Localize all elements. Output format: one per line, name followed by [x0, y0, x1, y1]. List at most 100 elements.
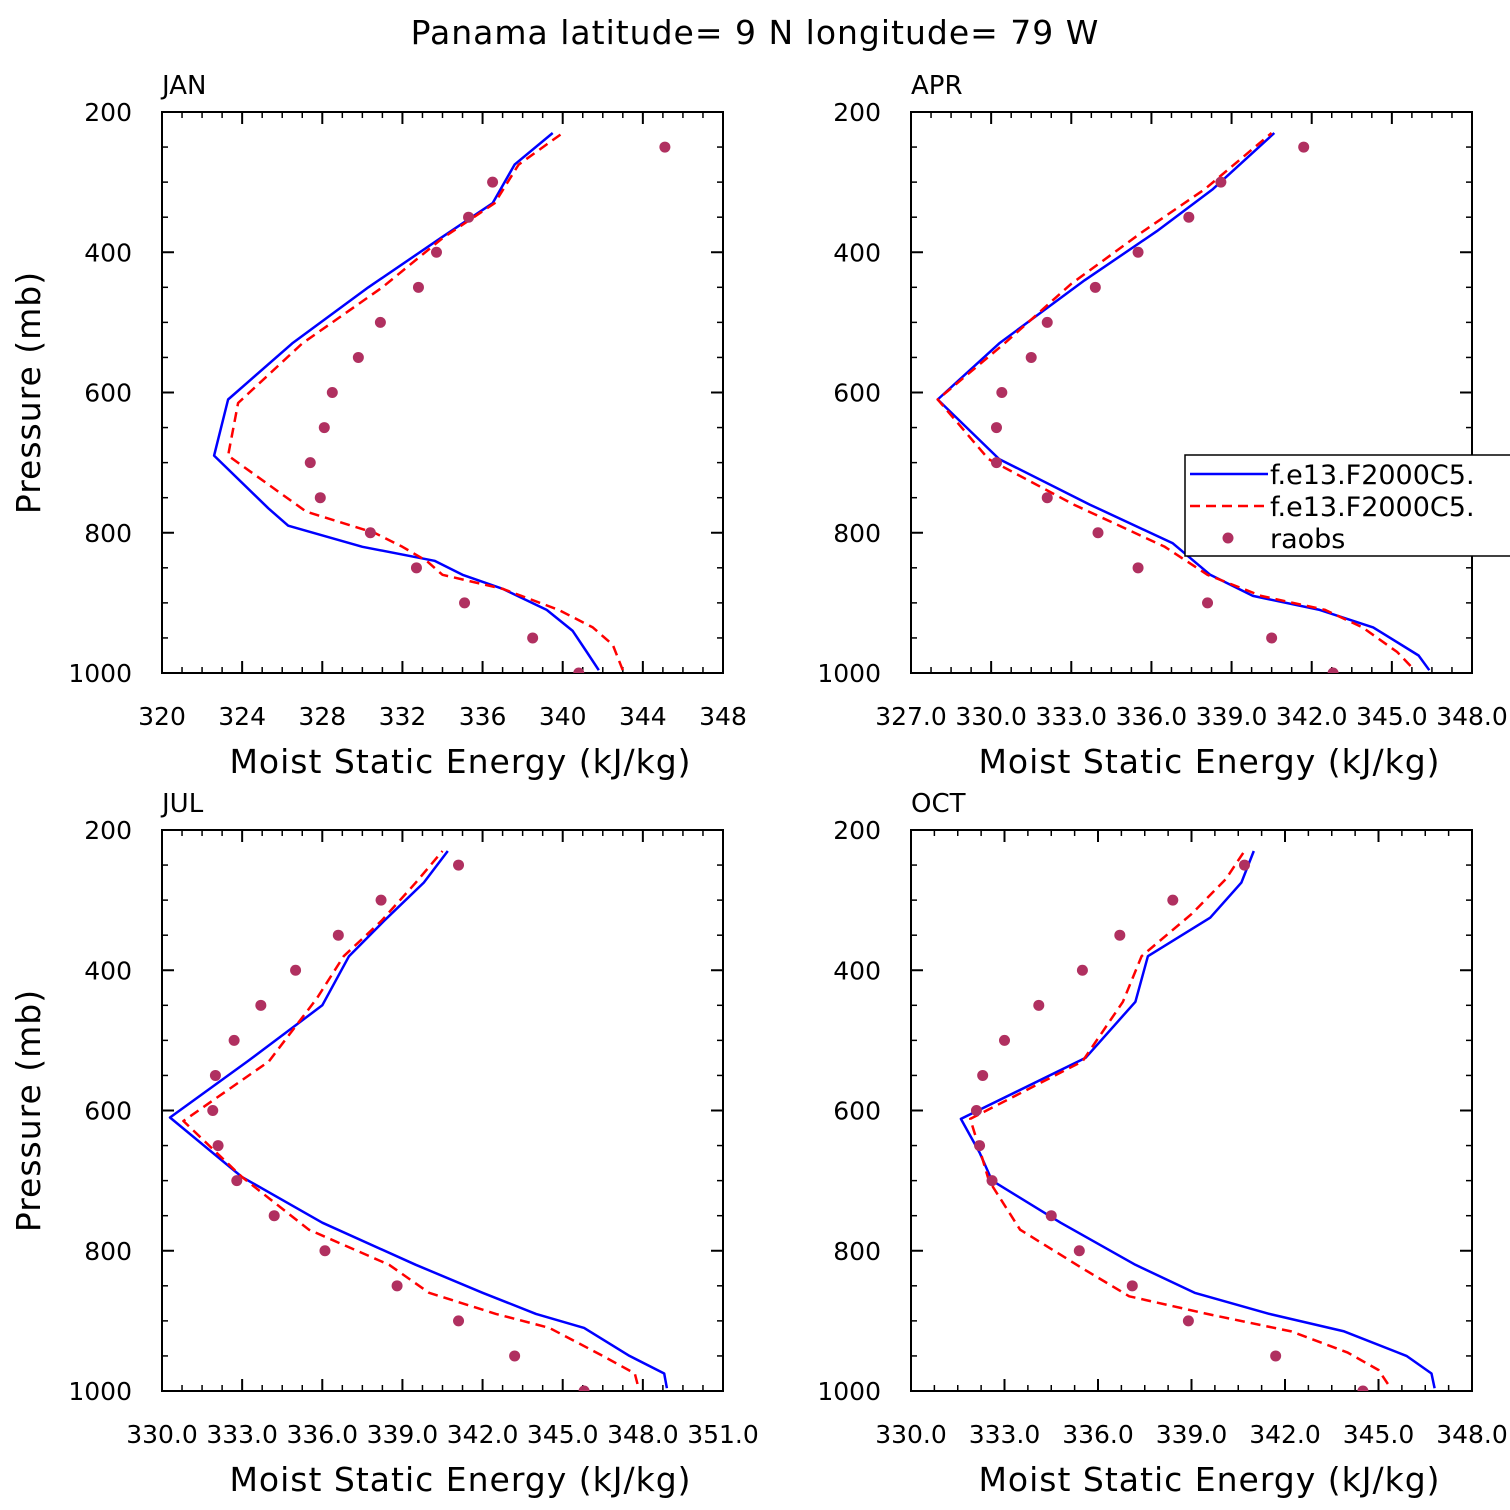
raobs-point — [326, 387, 338, 398]
raobs-point — [1073, 1245, 1085, 1257]
raobs-point — [268, 1210, 280, 1222]
x-tick-label: 336.0 — [1062, 1420, 1134, 1449]
y-tick-label: 1000 — [68, 1377, 132, 1406]
raobs-point — [1089, 281, 1101, 293]
series-group — [959, 850, 1436, 1391]
raobs-point — [212, 1140, 224, 1152]
raobs-point — [207, 1105, 219, 1116]
x-tick-label: 348.0 — [1436, 702, 1508, 731]
raobs-point — [1041, 316, 1053, 328]
x-tick-label: 324 — [218, 702, 266, 731]
raobs-point — [228, 1034, 240, 1046]
raobs-point — [1298, 141, 1310, 153]
raobs-point — [990, 422, 1002, 434]
raobs-point — [1076, 964, 1088, 976]
raobs-point — [1357, 1385, 1369, 1391]
legend: f.e13.F2000C5.f.e13.F2000C5.raobs — [1184, 454, 1510, 557]
x-tick-label: 333.0 — [1035, 702, 1107, 731]
raobs-point — [1202, 597, 1214, 609]
chart-panel-jul: 330.0 333.0 336.0 339.0 342.0 345.0 348.0 351.0… — [9, 789, 759, 1499]
raobs-point — [375, 894, 387, 906]
raobs-point — [1266, 632, 1278, 644]
y-tick-label: 800 — [84, 519, 132, 548]
raobs-point — [459, 597, 471, 609]
raobs-point — [410, 562, 422, 574]
x-tick-label: 332 — [379, 702, 427, 731]
panel-label: JAN — [160, 71, 206, 101]
y-tick-label: 200 — [833, 98, 881, 127]
raobs-point — [986, 1175, 998, 1187]
x-tick-label: 348 — [699, 702, 747, 731]
raobs-point — [1025, 351, 1037, 363]
raobs-point — [304, 457, 316, 469]
raobs-point — [1114, 929, 1126, 941]
x-tick-label: 345.0 — [1343, 1420, 1415, 1449]
x-tick-label: 342.0 — [447, 1420, 519, 1449]
model-line-solid — [936, 132, 1431, 671]
raobs-point — [977, 1069, 989, 1081]
raobs-point — [1182, 1315, 1194, 1327]
legend-entry: f.e13.F2000C5. — [1270, 492, 1475, 523]
x-tick-label: 345.0 — [527, 1420, 599, 1449]
raobs-point — [430, 246, 442, 258]
x-tick-label: 333.0 — [969, 1420, 1041, 1449]
model-line-solid — [959, 850, 1436, 1389]
y-tick-label: 600 — [84, 1097, 132, 1126]
raobs-point — [1270, 1350, 1282, 1362]
chart-panel-apr: 327.0 330.0 333.0 336.0 339.0 342.0 345.0 348.0… — [817, 71, 1510, 781]
raobs-point — [209, 1069, 221, 1081]
y-axis-title: Pressure (mb) — [9, 989, 48, 1232]
x-tick-label: 330.0 — [875, 1420, 947, 1449]
y-tick-label: 600 — [833, 1097, 881, 1126]
raobs-point — [374, 316, 386, 328]
raobs-point — [1033, 999, 1045, 1011]
raobs-point — [318, 422, 330, 434]
series-group — [936, 132, 1431, 673]
raobs-point — [1215, 176, 1227, 188]
raobs-point — [999, 1034, 1010, 1046]
x-tick-label: 348.0 — [1436, 1420, 1508, 1449]
raobs-point — [996, 387, 1008, 398]
y-tick-label: 200 — [84, 816, 132, 845]
x-tick-label: 330.0 — [126, 1420, 198, 1449]
raobs-point — [1132, 562, 1144, 574]
x-tick-label: 348.0 — [607, 1420, 679, 1449]
y-tick-label: 1000 — [817, 659, 881, 688]
x-tick-label: 336.0 — [286, 1420, 358, 1449]
legend-marker — [1222, 532, 1234, 544]
plot-frame — [910, 111, 1473, 674]
y-tick-label: 1000 — [817, 1377, 881, 1406]
x-tick-label: 320 — [138, 702, 186, 731]
raobs-point — [527, 632, 539, 644]
model-line-solid — [168, 850, 669, 1389]
model-line-dashed — [182, 850, 639, 1385]
raobs-point — [1238, 859, 1250, 871]
y-tick-label: 800 — [833, 519, 881, 548]
chart-panel-oct: 330.0 333.0 336.0 339.0 342.0 345.0 348.0 200 40… — [817, 789, 1507, 1499]
raobs-point — [1041, 492, 1053, 504]
x-axis-title: Moist Static Energy (kJ/kg) — [229, 742, 691, 781]
raobs-point — [990, 457, 1002, 469]
series-group — [212, 131, 671, 673]
y-tick-label: 600 — [833, 379, 881, 408]
model-line-dashed — [968, 850, 1389, 1385]
y-tick-label: 600 — [84, 379, 132, 408]
raobs-point — [453, 1315, 465, 1327]
y-tick-label: 800 — [84, 1237, 132, 1266]
x-tick-label: 344 — [619, 702, 667, 731]
raobs-point — [332, 929, 344, 941]
raobs-point — [970, 1105, 982, 1116]
raobs-point — [1327, 667, 1339, 673]
figure-title: Panama latitude= 9 N longitude= 79 W — [411, 13, 1100, 52]
raobs-point — [391, 1280, 403, 1292]
model-line-dashed — [936, 132, 1412, 667]
y-tick-label: 800 — [833, 1237, 881, 1266]
raobs-point — [255, 999, 267, 1011]
panel-label: JUL — [160, 789, 204, 819]
raobs-point — [412, 281, 424, 293]
panels: 320 324 328 332 336 340 344 348 200 400 600 800 1000… — [9, 71, 1510, 1499]
plot-frame — [161, 829, 724, 1392]
chart-panel-jan: 320 324 328 332 336 340 344 348 200 400 600 800 1000… — [9, 71, 747, 781]
x-tick-label: 328 — [298, 702, 346, 731]
raobs-point — [463, 211, 475, 223]
